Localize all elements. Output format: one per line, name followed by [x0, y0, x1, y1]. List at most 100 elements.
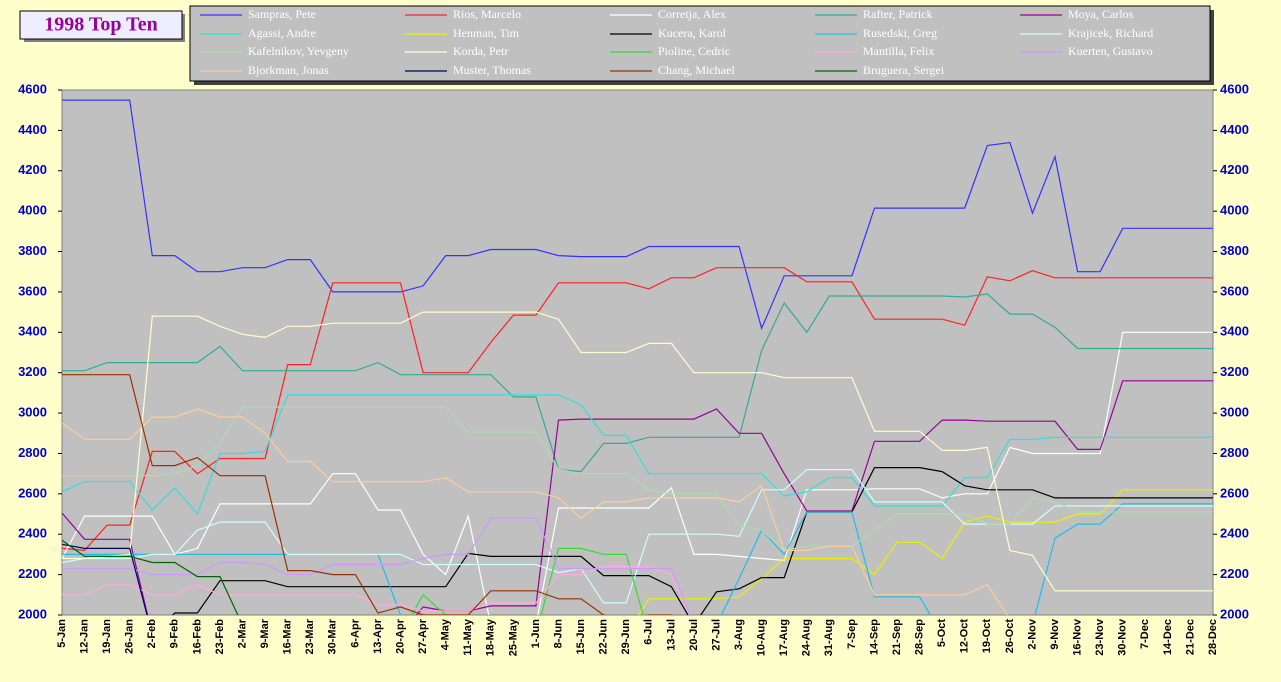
x-tick-label: 20-Apr — [394, 618, 406, 654]
x-tick-label: 22-Jun — [598, 619, 610, 655]
legend-label: Bjorkman, Jonas — [248, 63, 329, 77]
series-line — [62, 311, 1213, 592]
x-tick-label: 10-Aug — [756, 619, 768, 656]
legend-label: Rios, Marcelo — [453, 7, 521, 21]
series-line — [62, 374, 673, 615]
x-tick-label: 6-Apr — [349, 618, 361, 647]
series-line — [171, 467, 1213, 615]
series-line — [62, 394, 1213, 516]
series-line — [62, 99, 1213, 331]
x-tick-label: 2-Mar — [236, 618, 248, 648]
x-tick-label: 18-May — [485, 618, 497, 656]
legend-label: Sampras, Pete — [248, 7, 316, 21]
series-line — [62, 503, 1213, 615]
x-tick-label: 7-Sep — [846, 619, 858, 649]
x-tick-label: 23-Mar — [304, 618, 316, 654]
x-tick-label: 31-Aug — [823, 619, 835, 656]
y-tick-label: 2200 — [18, 566, 47, 581]
y-tick-label: 3800 — [18, 243, 47, 258]
x-tick-label: 19-Jan — [101, 619, 113, 654]
series-line — [62, 517, 691, 615]
x-tick-label: 8-Jun — [552, 619, 564, 649]
series-line — [411, 547, 644, 615]
x-tick-label: 15-Jun — [575, 619, 587, 655]
legend-label: Rusedski, Greg — [863, 26, 937, 40]
x-tick-label: 28-Dec — [1207, 619, 1219, 655]
y-tick-label: 3400 — [18, 324, 47, 339]
x-tick-label: 5-Oct — [936, 619, 948, 647]
legend-label: Kafelnikov, Yevgeny — [248, 44, 349, 58]
x-tick-label: 3-Aug — [733, 619, 745, 650]
legend-label: Pioline, Cedric — [658, 44, 730, 58]
y-tick-label: 3000 — [18, 405, 47, 420]
y-tick-label: 4600 — [18, 81, 47, 96]
legend-label: Kucera, Karol — [658, 26, 727, 40]
x-tick-label: 26-Oct — [1004, 619, 1016, 654]
x-tick-label: 4-May — [440, 618, 452, 650]
legend-label: Chang, Michael — [658, 63, 735, 77]
x-tick-label: 2-Feb — [146, 619, 158, 649]
y2-tick-label: 2000 — [1220, 606, 1249, 621]
x-tick-label: 1-Jun — [530, 619, 542, 649]
chart-title: 1998 Top Ten — [44, 14, 157, 36]
x-tick-label: 21-Sep — [891, 619, 903, 655]
series-line — [62, 380, 1213, 615]
y2-tick-label: 3000 — [1220, 405, 1249, 420]
legend-label: Henman, Tim — [453, 26, 520, 40]
legend-label: Agassi, Andre — [248, 26, 316, 40]
x-tick-label: 16-Mar — [282, 618, 294, 654]
x-tick-label: 28-Sep — [914, 619, 926, 655]
legend-label: Korda, Petr — [453, 44, 508, 58]
y2-tick-label: 3800 — [1220, 243, 1249, 258]
y2-tick-label: 4200 — [1220, 162, 1249, 177]
y2-tick-label: 4400 — [1220, 122, 1249, 137]
y2-tick-label: 2200 — [1220, 566, 1249, 581]
x-tick-label: 27-Apr — [417, 618, 429, 654]
x-tick-label: 21-Dec — [1184, 619, 1196, 655]
y2-tick-label: 2400 — [1220, 526, 1249, 541]
x-tick-label: 6-Jul — [643, 619, 655, 645]
y-tick-label: 2000 — [18, 606, 47, 621]
x-tick-label: 27-Jul — [710, 619, 722, 651]
x-tick-label: 20-Jul — [688, 619, 700, 651]
legend-label: Rafter, Patrick — [863, 7, 933, 21]
lines — [62, 99, 1213, 615]
legend-label: Muster, Thomas — [453, 63, 531, 77]
x-tick-label: 29-Jun — [620, 619, 632, 655]
y2-tick-label: 2800 — [1220, 445, 1249, 460]
x-tick-label: 26-Jan — [124, 619, 136, 654]
title-box — [19, 10, 183, 40]
x-tick-label: 7-Dec — [1139, 619, 1151, 649]
x-tick-label: 23-Feb — [214, 619, 226, 655]
y-tick-label: 4200 — [18, 162, 47, 177]
legend-label: Moya, Carlos — [1068, 7, 1134, 21]
x-tick-label: 17-Aug — [778, 619, 790, 656]
x-tick-label: 30-Mar — [327, 618, 339, 654]
series-line — [62, 331, 1213, 615]
x-tick-label: 9-Feb — [169, 619, 181, 649]
x-tick-label: 12-Oct — [959, 619, 971, 654]
x-tick-label: 12-Jan — [78, 619, 90, 654]
x-tick-label: 9-Mar — [259, 618, 271, 648]
series-line — [62, 293, 1213, 473]
legend-label: Bruguera, Sergei — [863, 63, 945, 77]
x-tick-label: 30-Nov — [1117, 618, 1129, 656]
series-line — [62, 565, 691, 615]
x-tick-label: 14-Dec — [1162, 619, 1174, 655]
series-line — [638, 489, 1213, 615]
x-tick-label: 11-May — [462, 618, 474, 656]
legend-label: Krajicek, Richard — [1068, 26, 1153, 40]
legend-label: Corretja, Alex — [658, 7, 726, 21]
legend-label: Kuerten, Gustavo — [1068, 44, 1153, 58]
y2-tick-label: 3600 — [1220, 283, 1249, 298]
y2-tick-label: 2600 — [1220, 485, 1249, 500]
x-tick-label: 13-Apr — [372, 618, 384, 654]
x-tick-label: 13-Jul — [665, 619, 677, 651]
x-tick-label: 24-Aug — [801, 619, 813, 656]
series-line — [62, 267, 1213, 552]
y-tick-label: 2400 — [18, 526, 47, 541]
y2-tick-label: 4000 — [1220, 203, 1249, 218]
x-tick-label: 23-Nov — [1094, 618, 1106, 656]
x-tick-label: 9-Nov — [1049, 618, 1061, 649]
